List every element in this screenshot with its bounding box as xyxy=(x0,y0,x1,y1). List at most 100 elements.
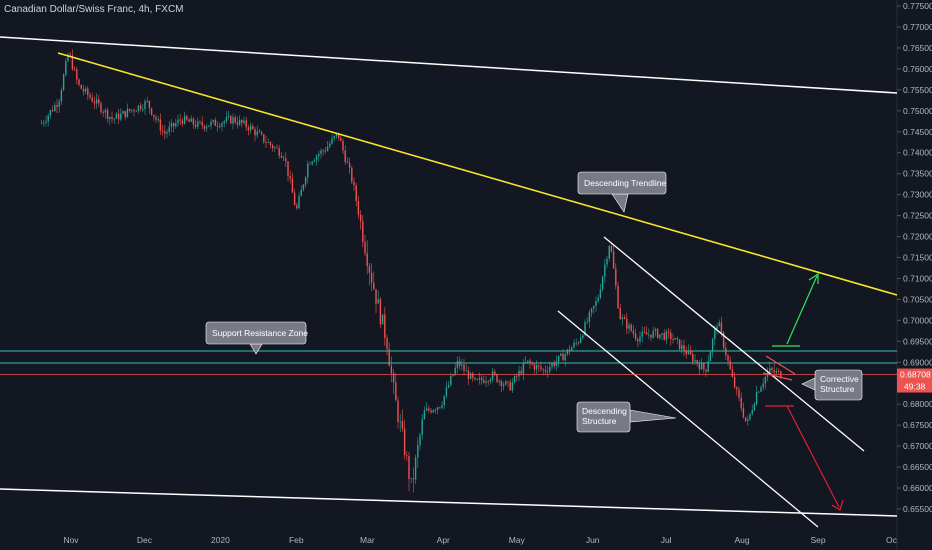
callout-text: Corrective Structure xyxy=(820,374,859,394)
candle-body xyxy=(392,373,395,383)
candle-body xyxy=(531,363,533,365)
candle xyxy=(115,111,118,119)
candle-body xyxy=(93,101,96,104)
candle-body xyxy=(87,88,89,95)
candle xyxy=(201,116,203,130)
callout-text: Descending Trendline xyxy=(584,178,666,188)
y-tick-label: 0.75500 xyxy=(903,85,932,95)
candle xyxy=(355,182,357,207)
last-price-tag xyxy=(897,368,932,381)
candle-body xyxy=(69,54,71,56)
candle xyxy=(738,386,740,402)
candle-body xyxy=(390,365,393,374)
candle xyxy=(258,128,261,133)
candle-body xyxy=(76,69,78,80)
candle-body xyxy=(472,373,474,378)
candle-body xyxy=(159,119,162,131)
candle xyxy=(124,110,126,121)
candle xyxy=(65,58,67,77)
candle-body xyxy=(755,391,758,405)
candle-body xyxy=(520,370,522,374)
candle xyxy=(359,210,362,230)
candle xyxy=(610,242,613,253)
candle-body xyxy=(652,330,654,338)
candle xyxy=(300,185,302,197)
candle xyxy=(269,141,272,149)
callout: Descending Structure xyxy=(576,401,677,433)
candle-body xyxy=(139,105,142,110)
y-tick-label: 0.70500 xyxy=(903,294,932,304)
candle-body xyxy=(137,105,140,111)
candle xyxy=(168,120,170,136)
candle-body xyxy=(166,132,168,134)
candle xyxy=(126,103,129,118)
candle xyxy=(441,401,443,410)
candle xyxy=(412,467,415,493)
candle-body xyxy=(164,131,166,134)
candle-body xyxy=(461,364,463,366)
candle-body xyxy=(318,153,320,157)
candle xyxy=(705,369,707,377)
bear-arrow-line xyxy=(786,405,840,508)
candle xyxy=(296,202,298,211)
candle xyxy=(357,195,360,219)
candle-body xyxy=(439,407,441,409)
candle xyxy=(639,331,641,346)
candle-body xyxy=(661,333,663,335)
candle-body xyxy=(216,125,219,127)
candle-body xyxy=(214,119,217,126)
candle xyxy=(403,419,406,460)
candle xyxy=(362,215,364,247)
candle xyxy=(366,240,368,275)
candle-body xyxy=(727,355,729,361)
candle xyxy=(120,108,122,121)
candle xyxy=(210,118,212,130)
candle xyxy=(608,245,610,262)
candle xyxy=(604,258,606,283)
candle xyxy=(302,183,305,192)
candle-body xyxy=(170,123,173,127)
candle-body xyxy=(399,421,401,423)
y-tick-label: 0.68000 xyxy=(903,399,932,409)
candle-body xyxy=(67,54,69,62)
candle xyxy=(595,296,597,312)
candle xyxy=(247,124,250,136)
candle-body xyxy=(676,337,679,340)
candle xyxy=(718,319,720,327)
candle xyxy=(243,116,245,126)
candle-body xyxy=(608,245,610,259)
candle-body xyxy=(58,101,60,107)
candle xyxy=(67,52,69,63)
candle xyxy=(496,373,498,383)
candle xyxy=(313,158,316,163)
candle xyxy=(263,133,265,145)
candle-body xyxy=(480,377,483,381)
candle xyxy=(419,432,421,451)
candle-body xyxy=(656,329,659,338)
candle-body xyxy=(388,349,390,366)
candle xyxy=(324,146,327,154)
candle xyxy=(736,386,738,396)
candle xyxy=(612,245,615,270)
candle-body xyxy=(509,382,511,391)
bear-arrow-head xyxy=(831,499,844,511)
candle xyxy=(326,141,329,152)
candle xyxy=(401,409,404,432)
candle-body xyxy=(89,94,91,98)
candle-body xyxy=(700,363,703,370)
candle-body xyxy=(148,100,151,109)
x-tick-label: Dec xyxy=(137,535,153,545)
candle xyxy=(241,119,243,128)
candle xyxy=(285,152,287,167)
candle xyxy=(172,122,175,133)
candle xyxy=(529,358,531,369)
candle xyxy=(399,413,401,433)
candle xyxy=(373,271,375,291)
candle-body xyxy=(430,410,432,413)
candle xyxy=(375,289,377,314)
candle xyxy=(491,367,494,383)
candle xyxy=(692,350,694,366)
candle xyxy=(531,361,533,366)
candle xyxy=(524,356,527,365)
